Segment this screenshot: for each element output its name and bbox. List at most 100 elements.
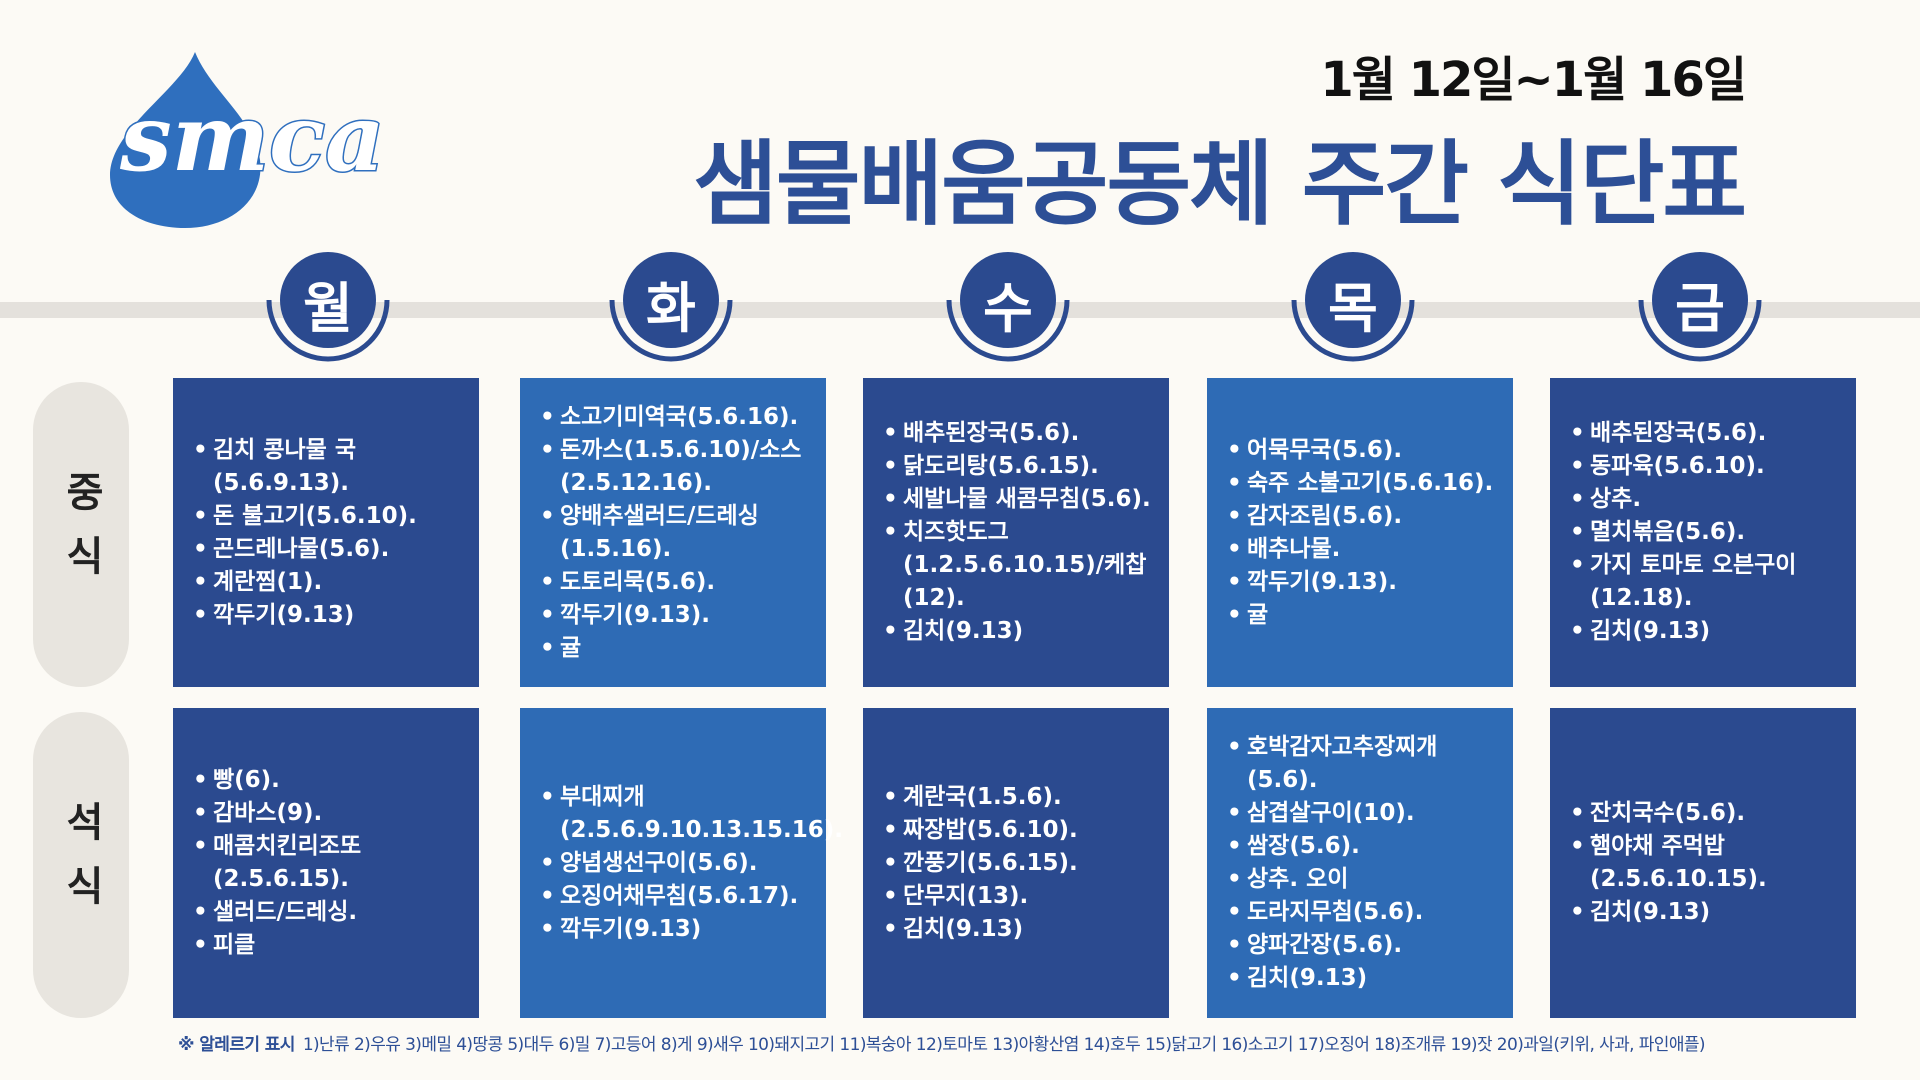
menu-item: 어묵무국(5.6). xyxy=(1227,434,1503,467)
menu-item: 호박감자고추장찌개(5.6). xyxy=(1227,731,1503,797)
day-ring xyxy=(946,299,1070,362)
menu-item: 도라지무침(5.6). xyxy=(1227,896,1503,929)
menu-item: 김치(9.13) xyxy=(883,615,1159,648)
menu-item: 김치(9.13) xyxy=(1570,615,1846,648)
menu-item: 김치(9.13) xyxy=(1227,962,1503,995)
menu-item: 귤 xyxy=(540,632,816,665)
menu-item: 매콤치킨리조또(2.5.6.15). xyxy=(193,830,469,896)
day-ring xyxy=(266,299,390,362)
menu-item: 상추. xyxy=(1570,483,1846,516)
menu-item: 피클 xyxy=(193,929,469,962)
allergy-text: 1)난류 2)우유 3)메밀 4)땅콩 5)대두 6)밀 7)고등어 8)게 9… xyxy=(302,1035,1706,1055)
menu-item: 부대찌개(2.5.6.9.10.13.15.16). xyxy=(540,781,843,847)
menu-list: 배추된장국(5.6).동파육(5.6.10).상추.멸치볶음(5.6).가지 토… xyxy=(1570,417,1846,648)
menu-item: 닭도리탕(5.6.15). xyxy=(883,450,1159,483)
menu-item: 감바스(9). xyxy=(193,797,469,830)
divider-bar xyxy=(0,302,1920,318)
menu-item: 돈 불고기(5.6.10). xyxy=(193,500,469,533)
day-label: 화 xyxy=(646,277,696,340)
menu-item: 깐풍기(5.6.15). xyxy=(883,847,1159,880)
menu-item: 짜장밥(5.6.10). xyxy=(883,814,1159,847)
day-badge xyxy=(946,252,1070,362)
menu-item: 햄야채 주먹밥(2.5.6.10.15). xyxy=(1570,830,1846,896)
allergy-label: ※ 알레르기 표시 xyxy=(178,1035,295,1055)
menu-item: 오징어채무침(5.6.17). xyxy=(540,880,816,913)
menu-item: 귤 xyxy=(1227,599,1503,632)
menu-item: 깍두기(9.13). xyxy=(1227,566,1503,599)
menu-item: 배추나물. xyxy=(1227,533,1503,566)
day-badge xyxy=(1291,252,1415,362)
menu-item: 동파육(5.6.10). xyxy=(1570,450,1846,483)
day-ring xyxy=(1638,299,1762,362)
menu-item: 상추. 오이 xyxy=(1227,863,1503,896)
menu-item: 숙주 소불고기(5.6.16). xyxy=(1227,467,1503,500)
menu-list: 잔치국수(5.6).햄야채 주먹밥(2.5.6.10.15).김치(9.13) xyxy=(1570,797,1846,929)
day-circle xyxy=(1652,252,1748,348)
menu-item: 돈까스(1.5.6.10)/소스(2.5.12.16). xyxy=(540,434,816,500)
menu-item: 깍두기(9.13) xyxy=(540,913,816,946)
day-badge xyxy=(609,252,733,362)
meal-label-pill: 중식 xyxy=(33,382,129,687)
menu-item: 계란국(1.5.6). xyxy=(883,781,1159,814)
meal-label: 중식 xyxy=(58,470,104,599)
menu-cell: 어묵무국(5.6).숙주 소불고기(5.6.16).감자조림(5.6).배추나물… xyxy=(1207,378,1513,687)
menu-cell: 부대찌개(2.5.6.9.10.13.15.16).양념생선구이(5.6).오징… xyxy=(520,708,843,1018)
title: 샘물배움공동체 주간 식단표 xyxy=(693,131,1747,238)
day-label: 수 xyxy=(983,277,1033,340)
menu-item: 깍두기(9.13) xyxy=(193,599,469,632)
date: 1월 12일~1월 16일 xyxy=(1320,52,1747,108)
menu-item: 계란찜(1). xyxy=(193,566,469,599)
menu-cell: 호박감자고추장찌개(5.6).삼겹살구이(10).쌈장(5.6).상추. 오이도… xyxy=(1207,708,1513,1018)
menu-item: 빵(6). xyxy=(193,764,469,797)
day-circle xyxy=(280,252,376,348)
menu-list: 소고기미역국(5.6.16).돈까스(1.5.6.10)/소스(2.5.12.1… xyxy=(540,401,816,665)
day-label: 목 xyxy=(1328,277,1378,340)
menu-item: 양배추샐러드/드레싱(1.5.16). xyxy=(540,500,816,566)
menu-item: 가지 토마토 오븐구이(12.18). xyxy=(1570,549,1846,615)
day-label: 월 xyxy=(303,277,353,340)
menu-item: 김치(9.13) xyxy=(883,913,1159,946)
menu-item: 도토리묵(5.6). xyxy=(540,566,816,599)
menu-cell: 배추된장국(5.6).닭도리탕(5.6.15).세발나물 새콤무침(5.6).치… xyxy=(863,378,1169,687)
menu-item: 단무지(13). xyxy=(883,880,1159,913)
menu-list: 빵(6).감바스(9).매콤치킨리조또(2.5.6.15).샐러드/드레싱.피클 xyxy=(193,764,469,962)
menu-item: 쌈장(5.6). xyxy=(1227,830,1503,863)
day-circle xyxy=(960,252,1056,348)
menu-item: 멸치볶음(5.6). xyxy=(1570,516,1846,549)
day-badge xyxy=(1638,252,1762,362)
menu-item: 배추된장국(5.6). xyxy=(1570,417,1846,450)
menu-cell: 잔치국수(5.6).햄야채 주먹밥(2.5.6.10.15).김치(9.13) xyxy=(1550,708,1856,1018)
menu-list: 배추된장국(5.6).닭도리탕(5.6.15).세발나물 새콤무침(5.6).치… xyxy=(883,417,1159,648)
menu-cell: 계란국(1.5.6).짜장밥(5.6.10).깐풍기(5.6.15).단무지(1… xyxy=(863,708,1169,1018)
day-label: 금 xyxy=(1675,277,1725,340)
menu-item: 치즈핫도그(1.2.5.6.10.15)/케찹(12). xyxy=(883,516,1159,615)
logo: smca xyxy=(110,52,386,228)
menu-item: 감자조림(5.6). xyxy=(1227,500,1503,533)
day-badge xyxy=(266,252,390,362)
menu-item: 양념생선구이(5.6). xyxy=(540,847,816,880)
day-ring xyxy=(609,299,733,362)
menu-item: 잔치국수(5.6). xyxy=(1570,797,1846,830)
menu-item: 배추된장국(5.6). xyxy=(883,417,1159,450)
menu-item: 소고기미역국(5.6.16). xyxy=(540,401,816,434)
menu-list: 김치 콩나물 국(5.6.9.13).돈 불고기(5.6.10).곤드레나물(5… xyxy=(193,434,469,632)
menu-cell: 빵(6).감바스(9).매콤치킨리조또(2.5.6.15).샐러드/드레싱.피클 xyxy=(173,708,479,1018)
day-ring xyxy=(1291,299,1415,362)
menu-item: 삼겹살구이(10). xyxy=(1227,797,1503,830)
meal-label-pill: 석식 xyxy=(33,712,129,1018)
menu-list: 어묵무국(5.6).숙주 소불고기(5.6.16).감자조림(5.6).배추나물… xyxy=(1227,434,1503,632)
menu-cell: 배추된장국(5.6).동파육(5.6.10).상추.멸치볶음(5.6).가지 토… xyxy=(1550,378,1856,687)
logo-text: smca xyxy=(119,84,385,192)
menu-list: 부대찌개(2.5.6.9.10.13.15.16).양념생선구이(5.6).오징… xyxy=(540,781,843,946)
menu-item: 샐러드/드레싱. xyxy=(193,896,469,929)
menu-item: 양파간장(5.6). xyxy=(1227,929,1503,962)
meal-label: 석식 xyxy=(58,801,104,929)
menu-cell: 소고기미역국(5.6.16).돈까스(1.5.6.10)/소스(2.5.12.1… xyxy=(520,378,826,687)
menu-item: 곤드레나물(5.6). xyxy=(193,533,469,566)
menu-list: 계란국(1.5.6).짜장밥(5.6.10).깐풍기(5.6.15).단무지(1… xyxy=(883,781,1159,946)
logo-drop xyxy=(110,52,261,228)
day-circle xyxy=(623,252,719,348)
menu-item: 깍두기(9.13). xyxy=(540,599,816,632)
menu-item: 세발나물 새콤무침(5.6). xyxy=(883,483,1159,516)
